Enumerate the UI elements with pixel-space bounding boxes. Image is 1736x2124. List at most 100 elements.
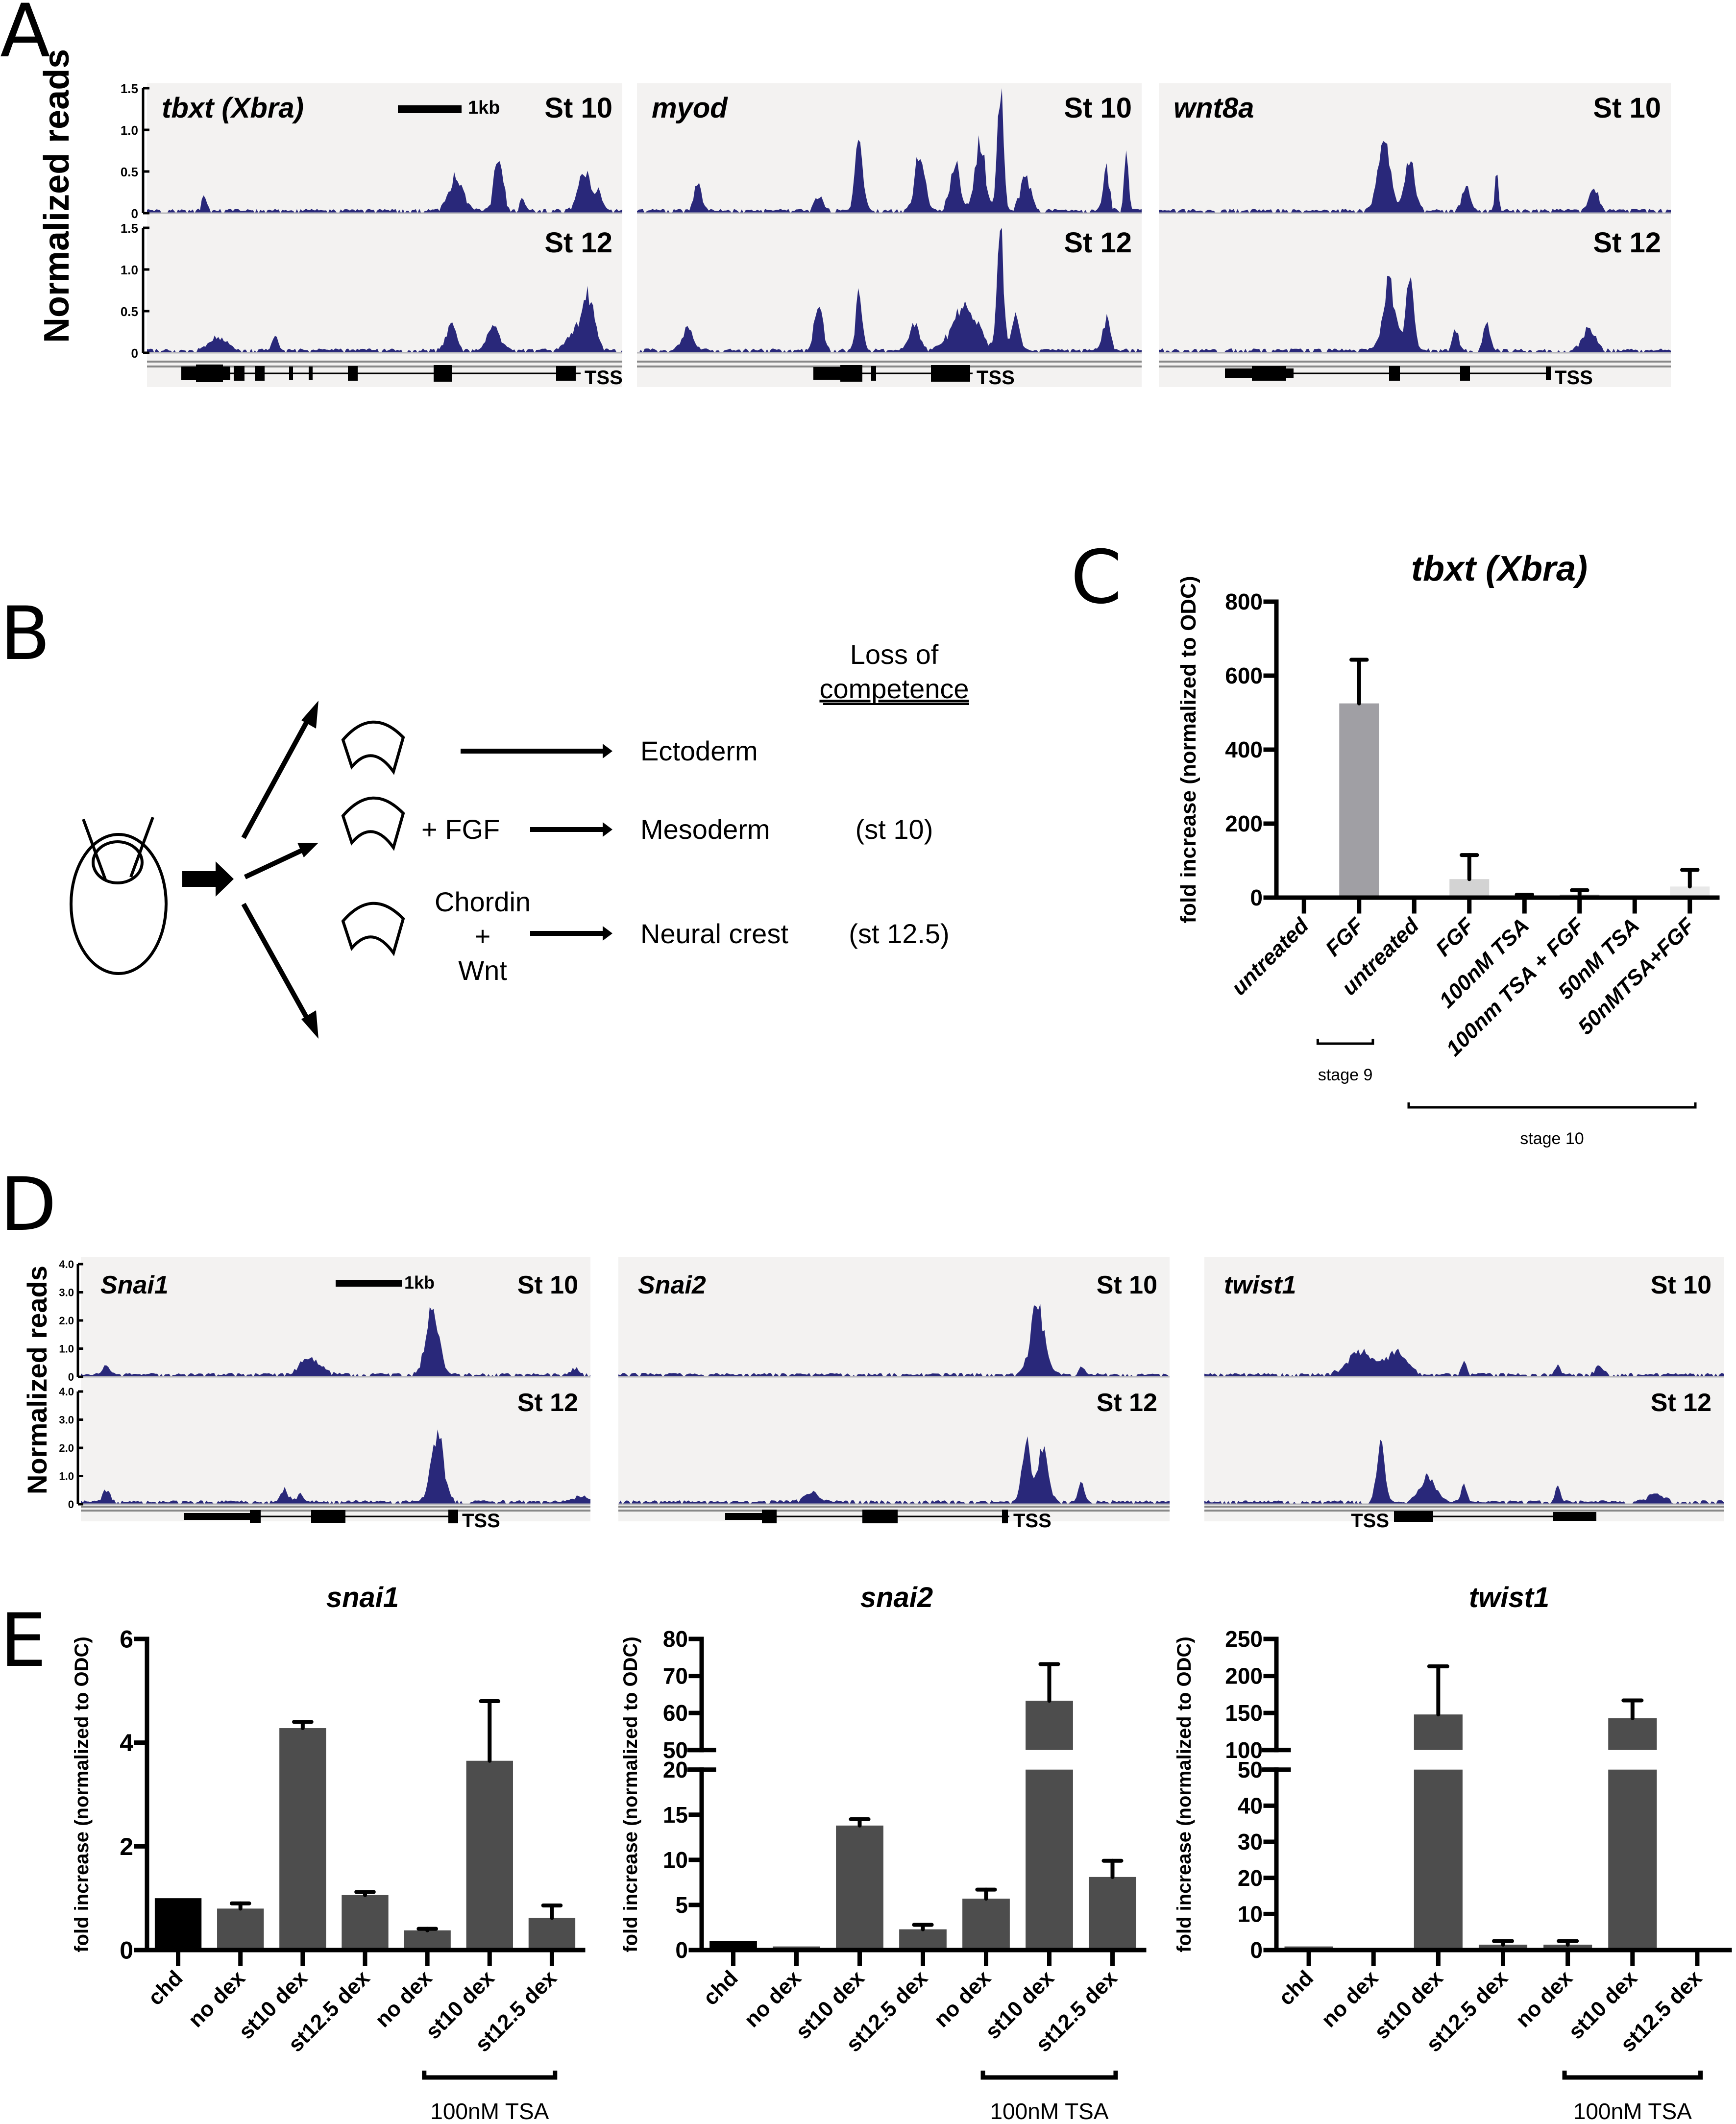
gene-exon (1002, 1510, 1008, 1523)
coverage-st10 (147, 161, 622, 213)
gene-exon (556, 366, 576, 381)
group-bracket (1407, 1102, 1697, 1109)
y-axis-label: fold increase (normalized to ODC) (620, 1636, 641, 1953)
panel-letter-a: A (0, 0, 50, 74)
panel-d-y-axis-label: Normalized reads (22, 1266, 52, 1494)
y-tick-label: 200 (1225, 811, 1263, 836)
y-tick-label: 250 (1225, 1626, 1263, 1652)
y-axis-label: fold increase (normalized to ODC) (71, 1636, 93, 1953)
bar (1670, 886, 1710, 898)
track-y-tick-label: 0 (131, 346, 138, 361)
track-y-tick-label: 4.0 (59, 1386, 74, 1398)
scale-bar-label: 1kb (468, 98, 500, 118)
y-tick-label: 30 (1238, 1829, 1263, 1855)
chart-e-snai2: snai2 fold increase (normalized to ODC) ch… (620, 1582, 1147, 2124)
y-tick-label: 0 (120, 1937, 133, 1964)
y-tick-label: 100 (1225, 1737, 1263, 1763)
panel-letter-b: B (0, 591, 50, 677)
tss-label: TSS (977, 367, 1015, 389)
y-tick-label: 150 (1225, 1700, 1263, 1726)
branch-arrows (241, 701, 318, 1039)
fate-ectoderm: Ectoderm (640, 735, 758, 766)
tsa-bracket-label: 100nM TSA (990, 2099, 1108, 2124)
y-tick-label: 50 (1238, 1757, 1263, 1782)
bar (1414, 1769, 1463, 1950)
gene-exon (348, 366, 358, 381)
competence-header-line1: Loss of (850, 639, 939, 670)
y-tick-label: 70 (663, 1663, 688, 1689)
track-panel-wnt8a: TSS wnt8a St 10 St 12 (1159, 83, 1671, 389)
fate-neural-crest: Neural crest (640, 918, 788, 949)
y-tick-label: 40 (1238, 1793, 1263, 1818)
gene-exon (1460, 366, 1470, 381)
y-tick-label: 20 (663, 1757, 688, 1782)
animal-cap-icon (92, 840, 144, 884)
tsa-bracket (980, 2071, 1118, 2080)
gene-exon (862, 1510, 898, 1523)
treatment-chordin: Chordin (435, 886, 531, 917)
bar (466, 1760, 513, 1950)
stage-label-st10: St 10 (1593, 92, 1661, 124)
gene-name: wnt8a (1174, 92, 1254, 124)
gene-name: Snai2 (638, 1271, 706, 1299)
bar (154, 1898, 202, 1950)
stage-label-st12: St 12 (1097, 1389, 1157, 1417)
tsa-bracket-label: 100nM TSA (1573, 2099, 1692, 2124)
y-tick-label: 600 (1225, 663, 1263, 688)
gene-exon (955, 367, 965, 380)
stage-label-st10: St 10 (1097, 1271, 1157, 1299)
panel-letter-c: C (1071, 535, 1122, 620)
panel-a-y-axis-label: Normalized reads (37, 49, 76, 343)
chart-e-twist1: twist1 fold increase (normalized to ODC) c… (1174, 1582, 1732, 2124)
track-y-tick-label: 3.0 (59, 1287, 74, 1299)
track-y-tick-label: 0 (131, 206, 138, 221)
group-label: stage 10 (1520, 1129, 1584, 1148)
gene-name: tbxt (Xbra) (162, 92, 304, 124)
stage-label-st10: St 10 (517, 1271, 578, 1299)
y-tick-label: 60 (663, 1700, 688, 1726)
bar (962, 1899, 1010, 1950)
stage-label-st10: St 10 (544, 92, 612, 124)
gene-exon (1553, 1512, 1596, 1521)
track-y-tick-label: 3.0 (59, 1414, 74, 1426)
gene-exon (250, 1510, 261, 1523)
stage-label-st12: St 12 (1064, 227, 1132, 259)
tsa-bracket (422, 2071, 558, 2080)
track-panel-twist1: TSS twist1 St 10 St 12 (1204, 1257, 1724, 1532)
tsa-bracket (1562, 2071, 1703, 2080)
gene-exon (289, 366, 293, 380)
track-y-tick-label: 0.5 (121, 165, 138, 179)
gene-exon (840, 365, 862, 382)
tsa-bracket-label: 100nM TSA (430, 2099, 549, 2124)
x-tick-label: untreated (1227, 913, 1314, 1000)
y-tick-label: 6 (120, 1626, 133, 1653)
coverage-st12 (147, 286, 622, 353)
bar (1089, 1877, 1136, 1950)
bar (1543, 1944, 1592, 1950)
track-background (81, 1257, 590, 1521)
track-background (1204, 1257, 1724, 1521)
coverage-st10 (618, 1304, 1170, 1377)
y-tick-label: 15 (663, 1802, 688, 1828)
gene-name: Snai1 (100, 1271, 169, 1299)
bar (1478, 1944, 1528, 1950)
competence-header-line2: competence (819, 673, 969, 704)
chart-title: tbxt (Xbra) (1411, 549, 1588, 588)
group-label: stage 9 (1318, 1066, 1373, 1084)
gene-exon (309, 366, 313, 380)
x-tick-label: chd (699, 1966, 743, 2010)
bar (1339, 703, 1379, 898)
stage-mesoderm: (st 10) (856, 814, 933, 845)
y-axis-label: fold increase (normalized to ODC) (1174, 1636, 1195, 1953)
cut-line-right (129, 816, 154, 878)
bar (1026, 1769, 1073, 1950)
track-y-tick-label: 2.0 (59, 1315, 74, 1327)
gene-name: twist1 (1224, 1271, 1296, 1299)
bar (1608, 1769, 1657, 1950)
stage-label-st10: St 10 (1064, 92, 1132, 124)
stage-label-st12: St 12 (517, 1389, 578, 1417)
y-tick-label: 200 (1225, 1663, 1263, 1689)
stage-label-st12: St 12 (1593, 227, 1661, 259)
